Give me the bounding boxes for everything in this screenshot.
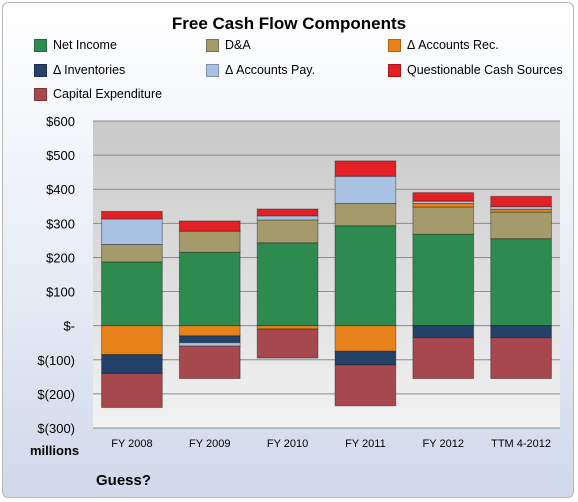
legend-swatch [206, 38, 219, 52]
bar-segment [178, 220, 241, 232]
y-tick-label: $- [63, 319, 75, 334]
bar-segment [101, 325, 163, 356]
legend-label: D&A [225, 38, 251, 52]
legend-capex: Capital Expenditure [34, 87, 162, 101]
bar-segment [256, 215, 319, 221]
bar-segment [256, 242, 319, 327]
y-tick-label: $200 [46, 250, 75, 265]
bar-segment [412, 337, 475, 380]
x-tick-label: FY 2012 [423, 438, 464, 450]
bar-segment [178, 230, 241, 253]
bar-segment [256, 219, 319, 244]
bar-segment [490, 337, 552, 380]
x-tick-label: FY 2008 [111, 438, 152, 450]
legend-net-income: Net Income [34, 38, 117, 52]
x-tick-label: TTM 4-2012 [491, 438, 551, 450]
legend-label: Δ Accounts Rec. [407, 38, 499, 52]
legend-questionable-cash: Questionable Cash Sources [388, 63, 563, 77]
legend-swatch [34, 38, 47, 52]
legend-swatch [388, 63, 401, 77]
bar-segment [178, 342, 241, 347]
chart-title: Free Cash Flow Components [171, 14, 407, 33]
legend-label: Δ Inventories [53, 63, 126, 77]
bar-segment [256, 208, 319, 217]
units-label: millions [30, 443, 80, 458]
bar-segment [178, 335, 241, 344]
bar-segment [101, 218, 163, 245]
x-tick-label: FY 2011 [345, 438, 386, 450]
bar-segment [334, 175, 397, 205]
y-tick-label: $400 [46, 182, 75, 197]
bar-segment [256, 325, 319, 330]
bar-segment [101, 243, 163, 263]
y-tick-label: $100 [46, 285, 75, 300]
y-tick-label: $300 [46, 216, 75, 231]
x-tick-label: FY 2010 [267, 438, 308, 450]
bar-segment [490, 325, 552, 339]
bar-segment [334, 325, 397, 352]
x-tick-label: FY 2009 [189, 438, 230, 450]
bar-segment [412, 200, 475, 205]
bar-segment [178, 345, 241, 380]
bar-segment [412, 233, 475, 327]
bar-segment [490, 208, 552, 213]
bar-segment [334, 225, 397, 327]
bar-segment [490, 211, 552, 240]
y-tick-label: $(300) [37, 421, 75, 436]
bar-segment [334, 160, 397, 177]
bar-segment [101, 261, 163, 327]
bar-segment [334, 203, 397, 227]
y-tick-label: $(200) [37, 387, 75, 402]
bar-segment [101, 372, 163, 409]
legend-swatch [34, 87, 47, 101]
bar-segment [101, 354, 163, 374]
bar-segment [178, 325, 241, 337]
legend-label: Net Income [53, 38, 117, 52]
legend-swatch [388, 38, 401, 52]
footer-text: Guess? [96, 472, 152, 489]
legend-swatch [206, 63, 219, 77]
legend-da: D&A [206, 38, 251, 52]
bar-segment [101, 210, 163, 220]
bar-segment [412, 206, 475, 235]
y-tick-label: $(100) [37, 353, 75, 368]
legend-label: Questionable Cash Sources [407, 63, 563, 77]
bar-segment [334, 350, 397, 366]
legend-inventories: Δ Inventories [34, 63, 125, 77]
plot-area [93, 121, 560, 428]
bar-segment [490, 238, 552, 327]
y-tick-label: $600 [46, 114, 75, 129]
bar-segment [256, 328, 319, 359]
bar-segment [412, 325, 475, 339]
bar-segment [412, 192, 475, 202]
bar-segment [334, 364, 397, 407]
legend-accounts-rec: Δ Accounts Rec. [388, 38, 499, 52]
legend-label: Δ Accounts Pay. [225, 63, 316, 77]
legend-label: Capital Expenditure [53, 87, 163, 101]
bar-segment [412, 203, 475, 208]
bar-segment [178, 251, 241, 327]
legend-accounts-pay: Δ Accounts Pay. [206, 63, 315, 77]
legend-swatch [34, 63, 47, 77]
y-tick-label: $500 [46, 148, 75, 163]
bar-segment [490, 195, 552, 208]
